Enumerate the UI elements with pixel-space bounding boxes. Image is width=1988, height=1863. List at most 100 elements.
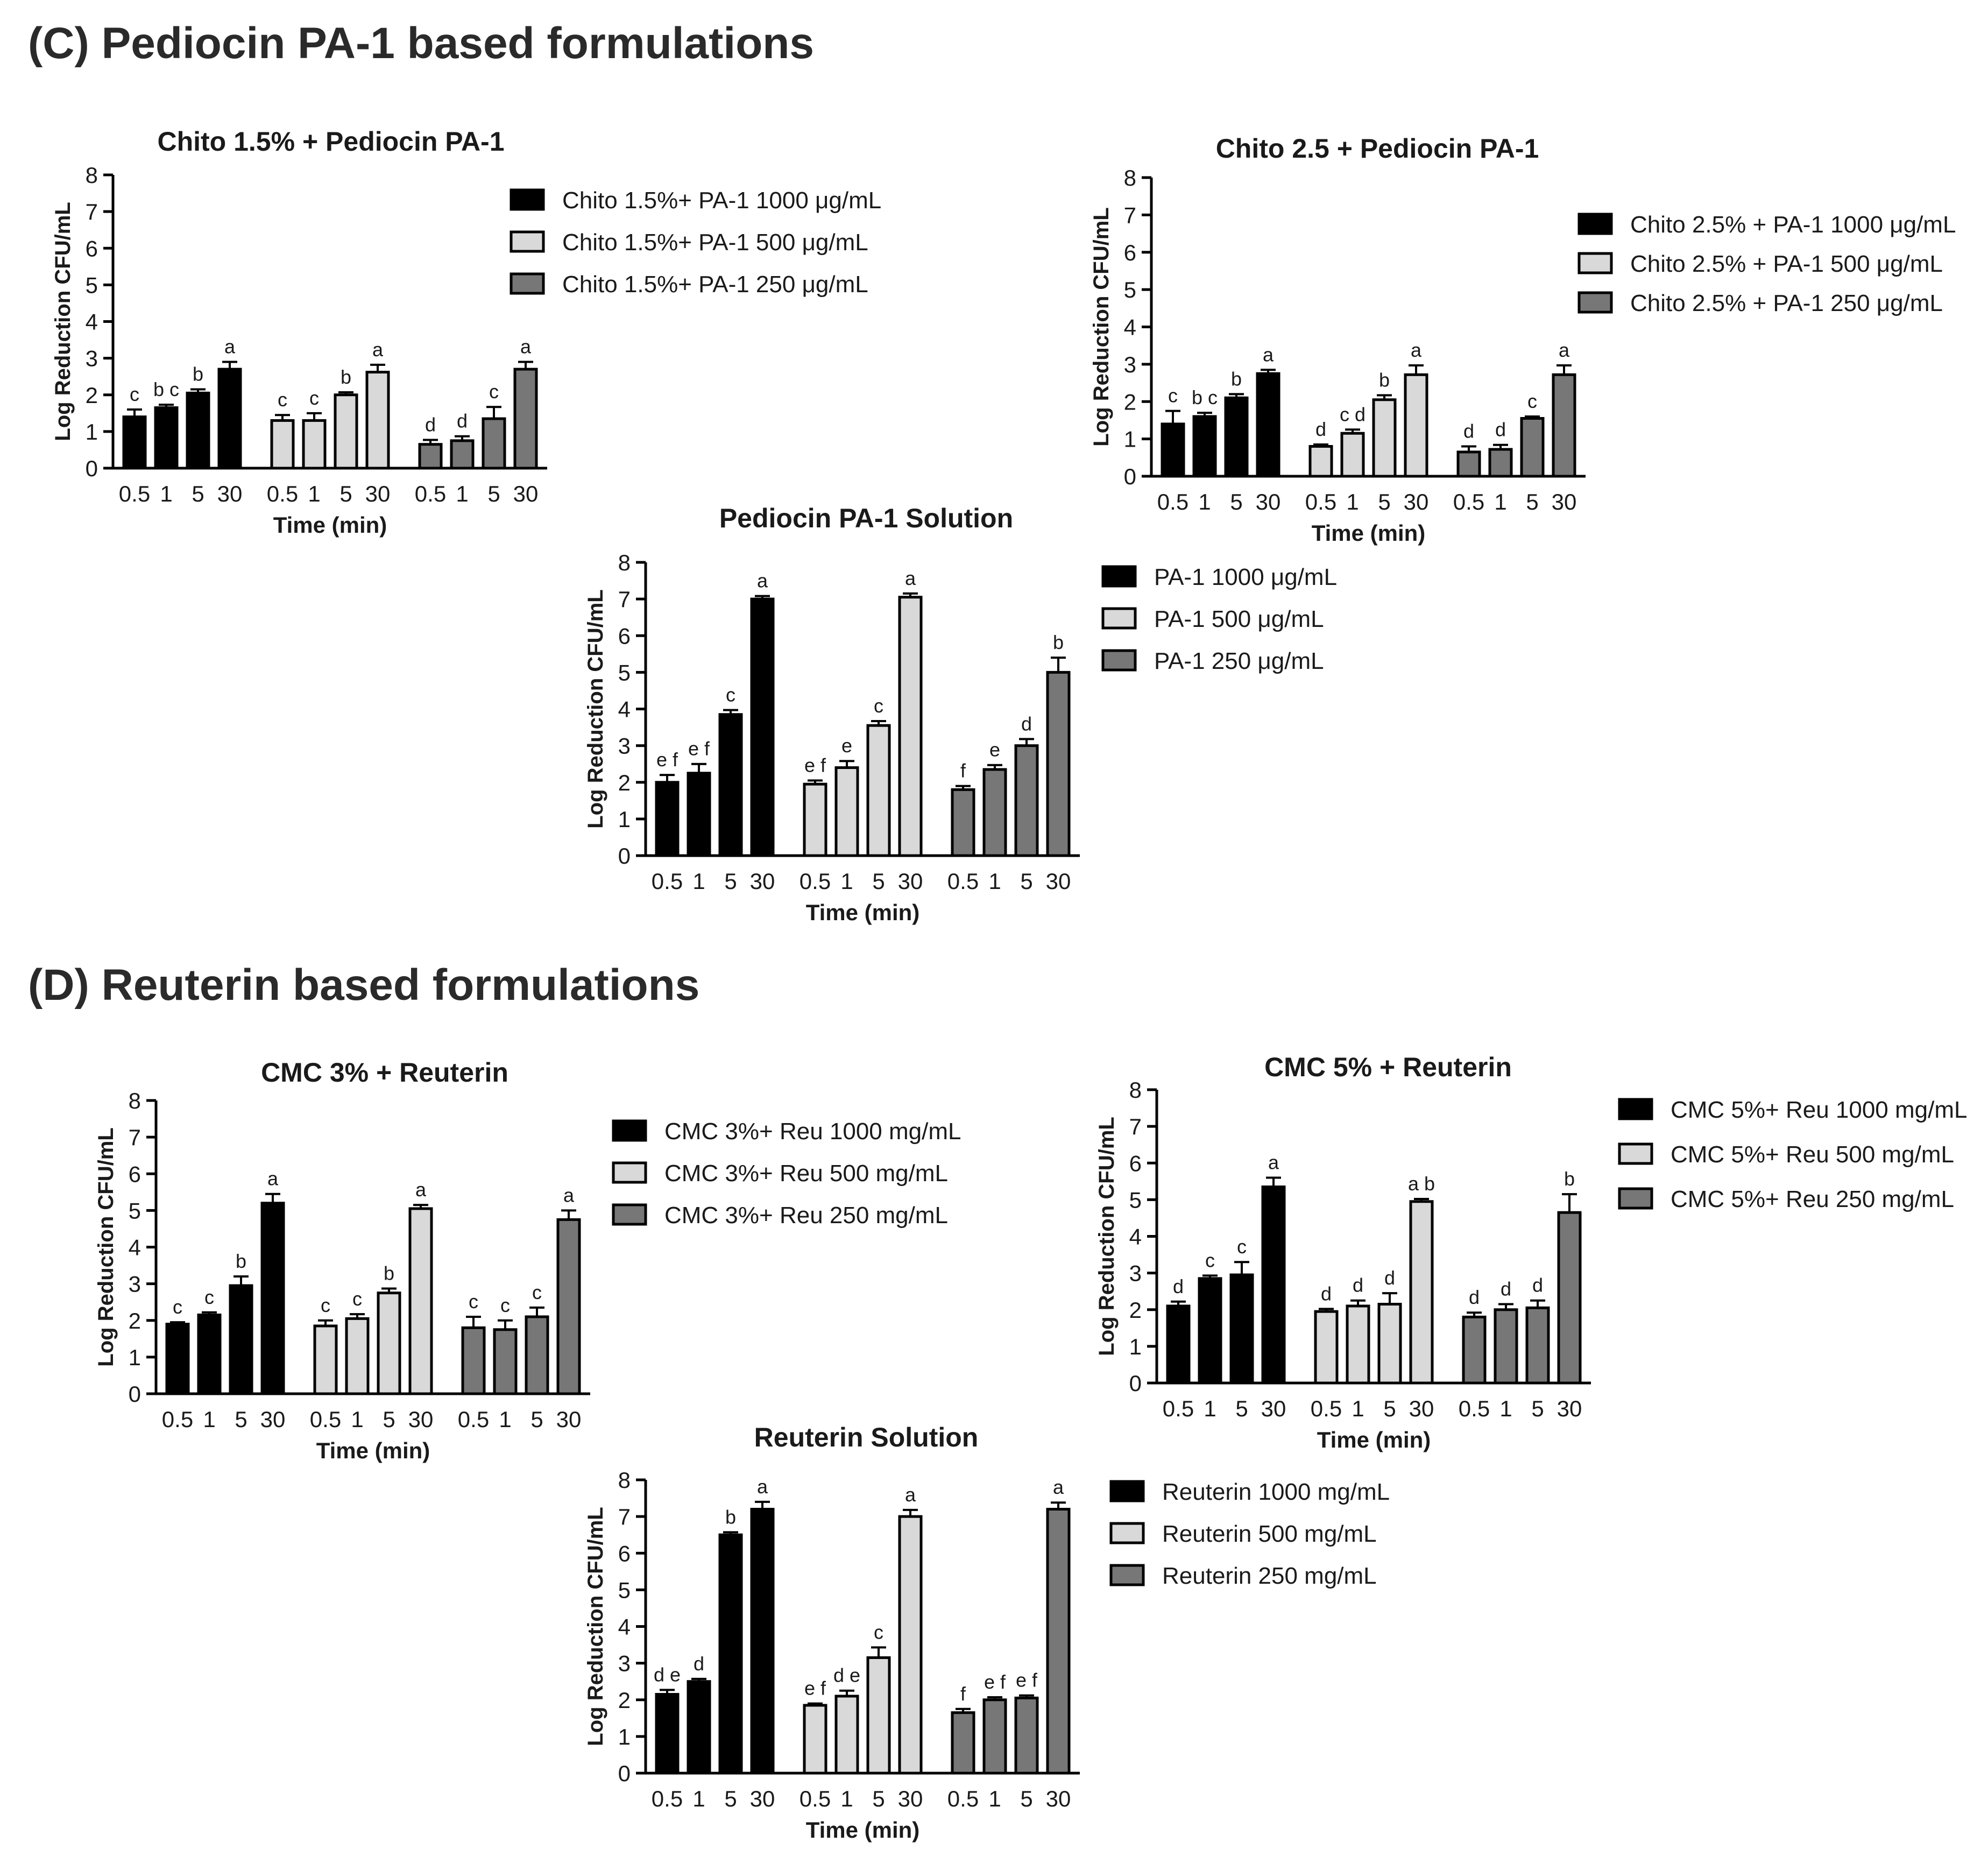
significance-letter: c [874,695,883,717]
bar [313,1324,338,1395]
legend-entry: PA-1 1000 μg/mL [1154,564,1337,590]
significance-letter: b [725,1506,736,1528]
significance-letter: c [204,1286,214,1308]
x-tick-label: 30 [1557,1396,1582,1421]
x-tick-label: 5 [192,481,204,506]
x-axis-label: Time (min) [1312,520,1426,546]
legend-entry: Reuterin 250 mg/mL [1162,1563,1377,1589]
x-tick-label: 30 [898,869,923,894]
y-tick-label: 7 [129,1125,141,1150]
significance-letter: e [989,739,1000,761]
x-tick-label: 1 [1198,489,1211,514]
bar [1256,372,1280,478]
significance-letter: b c [1192,386,1218,408]
x-tick-label: 5 [872,1786,885,1811]
significance-letter: c [726,684,735,706]
significance-letter: a [415,1179,427,1201]
significance-letter: d [1384,1267,1395,1289]
bar [513,368,538,470]
bar [556,1218,581,1395]
x-tick-label: 0.5 [119,481,150,506]
x-tick-label: 0.5 [162,1407,193,1432]
significance-letter: d [425,414,436,436]
significance-letter: e [841,735,852,757]
y-tick-label: 5 [86,272,98,298]
y-tick-label: 7 [86,199,98,224]
bar [1014,1696,1039,1775]
legend-swatch [1109,1480,1145,1502]
chart-chito-2-5: Chito 2.5 + Pediocin PA-1 0 1 2 3 4 5 6 7 8 Log Re… [1089,133,1956,546]
bar [898,1515,923,1775]
bar [270,419,295,470]
x-tick-label: 0.5 [310,1407,341,1432]
significance-letter: b c [153,378,179,400]
x-tick-label: 1 [351,1407,363,1432]
legend-entry: CMC 3%+ Reu 250 mg/mL [664,1202,948,1229]
y-tick-label: 0 [1129,1371,1142,1396]
significance-letter: b [1564,1168,1575,1190]
significance-letter: d [1463,420,1474,442]
x-tick-label: 1 [692,1786,705,1811]
bar [655,781,680,857]
x-tick-label: 30 [365,481,391,506]
legend-swatch [1618,1142,1653,1165]
x-tick-label: 1 [1499,1396,1512,1421]
x-tick-label: 0.5 [267,481,298,506]
x-tick-label: 1 [1352,1396,1364,1421]
bar [1494,1308,1518,1385]
x-tick-label: 5 [724,1786,737,1811]
bar [803,782,827,857]
x-tick-label: 0.5 [1163,1396,1194,1421]
x-tick-label: 30 [750,869,775,894]
x-tick-label: 1 [692,869,705,894]
y-tick-label: 5 [618,660,631,685]
significance-letter: a [757,570,768,592]
x-tick-label: 30 [1256,489,1281,514]
x-tick-label: 1 [1204,1396,1216,1421]
significance-letter: c [278,389,287,411]
y-tick-label: 6 [618,623,631,648]
bar [750,597,775,857]
legend-swatch [612,1161,647,1184]
x-tick-label: 1 [988,1786,1001,1811]
y-tick-label: 8 [1129,1077,1142,1103]
legend-swatch [510,188,545,211]
bar [1261,1185,1286,1385]
y-tick-label: 1 [618,1724,631,1749]
x-axis-label: Time (min) [806,900,920,925]
x-tick-label: 1 [840,869,853,894]
legend-swatch [1577,291,1613,314]
significance-letter: d [694,1653,704,1675]
bar [1456,450,1481,478]
legend-swatch [1101,649,1137,672]
x-axis-label: Time (min) [273,512,387,538]
y-tick-label: 1 [129,1345,141,1370]
y-tick-label: 2 [129,1308,141,1333]
chart-pediocin-pa1-solution: Pediocin PA-1 Solution 0 1 2 3 4 5 6 7 8 Log Reduc… [584,503,1337,925]
bar [165,1323,190,1395]
bar [1308,445,1333,478]
x-tick-label: 30 [1552,489,1577,514]
bar [1462,1315,1487,1385]
significance-letter: c [1205,1249,1215,1271]
legend-swatch [1577,252,1613,274]
bar [365,371,390,470]
significance-letter: c [1527,390,1537,412]
significance-letter: e f [656,749,678,771]
y-axis-label: Log Reduction CFU/mL [1095,1117,1119,1356]
bar [1520,417,1545,478]
significance-letter: a [1559,339,1570,361]
legend-swatch [1109,1522,1145,1544]
significance-letter: a [1263,343,1274,365]
legend-swatch [612,1119,647,1142]
y-tick-label: 7 [618,587,631,612]
bar [1192,415,1217,478]
x-tick-label: 30 [1404,489,1429,514]
y-tick-label: 7 [618,1504,631,1529]
significance-letter: d [1353,1274,1363,1296]
bar [197,1314,222,1395]
bar [493,1328,518,1395]
bar [1014,744,1039,857]
bar [982,1698,1007,1775]
significance-letter: a [1411,339,1422,361]
